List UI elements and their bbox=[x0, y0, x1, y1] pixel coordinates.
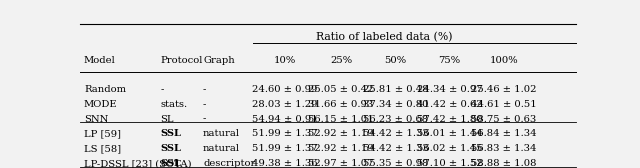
Text: 44.61 ± 0.51: 44.61 ± 0.51 bbox=[470, 100, 536, 109]
Text: 52.92 ± 1.19: 52.92 ± 1.19 bbox=[308, 144, 374, 153]
Text: 56.15 ± 1.01: 56.15 ± 1.01 bbox=[308, 115, 374, 124]
Text: 54.42 ± 1.33: 54.42 ± 1.33 bbox=[363, 144, 428, 153]
Text: SSL: SSL bbox=[161, 159, 181, 168]
Text: 55.35 ± 0.98: 55.35 ± 0.98 bbox=[363, 159, 428, 168]
Text: 51.99 ± 1.37: 51.99 ± 1.37 bbox=[252, 130, 317, 138]
Text: 31.66 ± 0.93: 31.66 ± 0.93 bbox=[308, 100, 374, 109]
Text: stats.: stats. bbox=[161, 100, 188, 109]
Text: LP-DSSL [23] (SOTA): LP-DSSL [23] (SOTA) bbox=[84, 159, 191, 168]
Text: Model: Model bbox=[84, 56, 116, 65]
Text: 25%: 25% bbox=[330, 56, 352, 65]
Text: 54.42 ± 1.33: 54.42 ± 1.33 bbox=[363, 130, 428, 138]
Text: -: - bbox=[203, 85, 206, 94]
Text: 56.02 ± 1.45: 56.02 ± 1.45 bbox=[417, 144, 483, 153]
Text: 49.38 ± 1.36: 49.38 ± 1.36 bbox=[252, 159, 317, 168]
Text: -: - bbox=[203, 100, 206, 109]
Text: LS [58]: LS [58] bbox=[84, 144, 121, 153]
Text: SL: SL bbox=[161, 115, 174, 124]
Text: Ratio of labeled data (%): Ratio of labeled data (%) bbox=[316, 32, 452, 42]
Text: 25.46 ± 1.02: 25.46 ± 1.02 bbox=[471, 85, 536, 94]
Text: 50%: 50% bbox=[385, 56, 406, 65]
Text: 56.23 ± 0.68: 56.23 ± 0.68 bbox=[363, 115, 428, 124]
Text: SSL: SSL bbox=[161, 130, 181, 138]
Text: 57.10 ± 1.52: 57.10 ± 1.52 bbox=[417, 159, 483, 168]
Text: SNN: SNN bbox=[84, 115, 108, 124]
Text: natural: natural bbox=[203, 144, 240, 153]
Text: 56.83 ± 1.34: 56.83 ± 1.34 bbox=[471, 144, 536, 153]
Text: 54.94 ± 0.91: 54.94 ± 0.91 bbox=[252, 115, 317, 124]
Text: Graph: Graph bbox=[203, 56, 235, 65]
Text: 57.42 ± 1.80: 57.42 ± 1.80 bbox=[417, 115, 483, 124]
Text: 41.42 ± 0.62: 41.42 ± 0.62 bbox=[417, 100, 483, 109]
Text: 52.92 ± 1.19: 52.92 ± 1.19 bbox=[308, 130, 374, 138]
Text: 100%: 100% bbox=[489, 56, 518, 65]
Text: Random: Random bbox=[84, 85, 126, 94]
Text: 52.97 ± 1.07: 52.97 ± 1.07 bbox=[308, 159, 374, 168]
Text: 28.03 ± 1.29: 28.03 ± 1.29 bbox=[252, 100, 317, 109]
Text: 75%: 75% bbox=[438, 56, 461, 65]
Text: 56.84 ± 1.34: 56.84 ± 1.34 bbox=[471, 130, 536, 138]
Text: natural: natural bbox=[203, 130, 240, 138]
Text: 10%: 10% bbox=[274, 56, 296, 65]
Text: Protocol: Protocol bbox=[161, 56, 203, 65]
Text: LP [59]: LP [59] bbox=[84, 130, 121, 138]
Text: 25.05 ± 0.42: 25.05 ± 0.42 bbox=[308, 85, 374, 94]
Text: 37.34 ± 0.80: 37.34 ± 0.80 bbox=[363, 100, 428, 109]
Text: 58.88 ± 1.08: 58.88 ± 1.08 bbox=[471, 159, 536, 168]
Text: MODE: MODE bbox=[84, 100, 118, 109]
Text: 58.75 ± 0.63: 58.75 ± 0.63 bbox=[471, 115, 536, 124]
Text: 24.34 ± 0.97: 24.34 ± 0.97 bbox=[417, 85, 483, 94]
Text: -: - bbox=[161, 85, 164, 94]
Text: 51.99 ± 1.37: 51.99 ± 1.37 bbox=[252, 144, 317, 153]
Text: descriptor: descriptor bbox=[203, 159, 255, 168]
Text: 24.60 ± 0.99: 24.60 ± 0.99 bbox=[252, 85, 317, 94]
Text: 25.81 ± 0.48: 25.81 ± 0.48 bbox=[363, 85, 428, 94]
Text: 56.01 ± 1.44: 56.01 ± 1.44 bbox=[417, 130, 483, 138]
Text: -: - bbox=[203, 115, 206, 124]
Text: SSL: SSL bbox=[161, 144, 181, 153]
